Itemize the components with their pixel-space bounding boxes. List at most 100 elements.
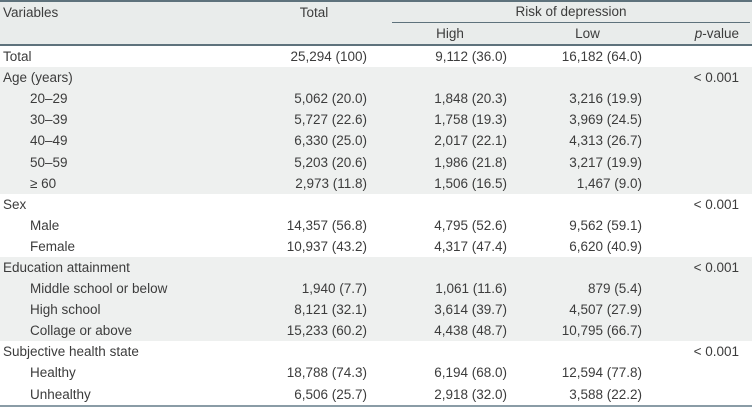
cell-pvalue [655,278,752,300]
cell-low: 4,313 (26.7) [520,130,655,152]
cell-pvalue [655,130,752,152]
row-label: Subjective health state [3,344,139,360]
col-header-high: High [380,23,520,46]
cell-pvalue [655,236,752,257]
table-row: Female 10,937 (43.2) 4,317 (47.4) 6,620 … [0,236,752,257]
cell-total: 2,973 (11.8) [248,172,380,194]
cell-pvalue [655,362,752,383]
pvalue-p-italic: p [694,26,703,41]
cell-pvalue [655,88,752,110]
table-row-education-category: Education attainment < 0.001 [0,256,752,279]
cell-low: 16,182 (64.0) [561,49,642,65]
row-label: Male [30,217,60,233]
cell-low: 1,467 (9.0) [520,172,655,194]
risk-spanner-label: Risk of depression [392,4,750,23]
table-body: Total 25,294 (100) 9,112 (36.0) 16,182 (… [0,45,752,406]
table-row-age-category: Age (years) < 0.001 [0,67,752,89]
cell-total: 18,788 (74.3) [286,365,367,381]
col-header-empty-total [248,23,380,46]
cell-low [520,67,655,89]
cell-high [380,194,520,215]
col-header-risk-spanner: Risk of depression [380,1,752,23]
cell-low [520,341,655,362]
col-header-low: Low [520,23,655,46]
cell-high: 2,918 (32.0) [434,386,507,402]
cell-low: 3,969 (24.5) [520,109,655,131]
table-row: 40–49 6,330 (25.0) 2,017 (22.1) 4,313 (2… [0,130,752,152]
table-row: Healthy 18,788 (74.3) 6,194 (68.0) 12,59… [0,362,752,383]
cell-low [520,194,655,215]
cell-total: 25,294 (100) [290,49,367,65]
cell-high: 1,758 (19.3) [380,109,520,131]
cell-low: 3,216 (19.9) [520,88,655,110]
row-label: Sex [3,196,27,212]
table-row: 20–29 5,062 (20.0) 1,848 (20.3) 3,216 (1… [0,88,752,110]
row-label: Middle school or below [0,278,248,300]
cell-pvalue [655,384,752,406]
col-header-variables: Variables [0,1,248,23]
cell-high: 4,317 (47.4) [434,238,507,254]
cell-pvalue: < 0.001 [693,344,739,360]
row-label: Unhealthy [30,386,91,402]
cell-low: 4,507 (27.9) [520,299,655,321]
cell-low: 10,795 (66.7) [520,320,655,342]
row-label: ≥ 60 [0,172,248,194]
header-row-top: Variables Total Risk of depression [0,1,752,23]
table-row: Collage or above 15,233 (60.2) 4,438 (48… [0,320,752,342]
cell-total: 15,233 (60.2) [248,320,380,342]
cell-total: 10,937 (43.2) [286,238,367,254]
cell-total [248,256,380,279]
cell-total: 5,727 (22.6) [248,109,380,131]
row-label: Healthy [30,365,76,381]
cell-pvalue [655,151,752,173]
cell-low: 12,594 (77.8) [561,365,642,381]
cell-pvalue: < 0.001 [655,67,752,89]
cell-total: 5,062 (20.0) [248,88,380,110]
cell-high: 4,438 (48.7) [380,320,520,342]
cell-high [380,256,520,279]
cell-total [248,194,380,215]
cell-pvalue: < 0.001 [655,256,752,279]
cell-low: 3,217 (19.9) [520,151,655,173]
table-row-total: Total 25,294 (100) 9,112 (36.0) 16,182 (… [0,45,752,67]
cell-high: 1,986 (21.8) [380,151,520,173]
cell-high: 4,795 (52.6) [434,217,507,233]
pvalue-suffix: -value [702,26,739,41]
row-label: Education attainment [0,256,248,279]
cell-high: 6,194 (68.0) [434,365,507,381]
table-row: ≥ 60 2,973 (11.8) 1,506 (16.5) 1,467 (9.… [0,172,752,194]
cell-total: 5,203 (20.6) [248,151,380,173]
table-row: 30–39 5,727 (22.6) 1,758 (19.3) 3,969 (2… [0,109,752,131]
row-label: 40–49 [0,130,248,152]
cell-pvalue [655,45,752,67]
cell-pvalue [655,109,752,131]
row-label: High school [0,299,248,321]
row-label: 50–59 [0,151,248,173]
cell-total [248,341,380,362]
cell-pvalue: < 0.001 [693,196,739,212]
table-row: 50–59 5,203 (20.6) 1,986 (21.8) 3,217 (1… [0,151,752,173]
cell-high: 3,614 (39.7) [380,299,520,321]
cell-high: 1,506 (16.5) [380,172,520,194]
header-row-sub: High Low p-value [0,23,752,46]
col-header-total: Total [248,1,380,23]
cell-high: 9,112 (36.0) [435,49,507,65]
cell-pvalue [655,215,752,236]
cell-low: 6,620 (40.9) [569,238,642,254]
row-label: 30–39 [0,109,248,131]
cell-low: 879 (5.4) [520,278,655,300]
cell-low: 3,588 (22.2) [569,386,642,402]
cell-high: 1,061 (11.6) [380,278,520,300]
row-label: Female [30,238,76,254]
cell-pvalue [655,299,752,321]
col-header-empty-variables [0,23,248,46]
cell-total: 1,940 (7.7) [248,278,380,300]
cell-total: 6,330 (25.0) [248,130,380,152]
cell-pvalue [655,172,752,194]
col-header-pvalue: p-value [655,23,752,46]
cell-pvalue [655,320,752,342]
cell-high [380,341,520,362]
table-row: Unhealthy 6,506 (25.7) 2,918 (32.0) 3,58… [0,384,752,406]
cell-low: 9,562 (59.1) [569,217,642,233]
